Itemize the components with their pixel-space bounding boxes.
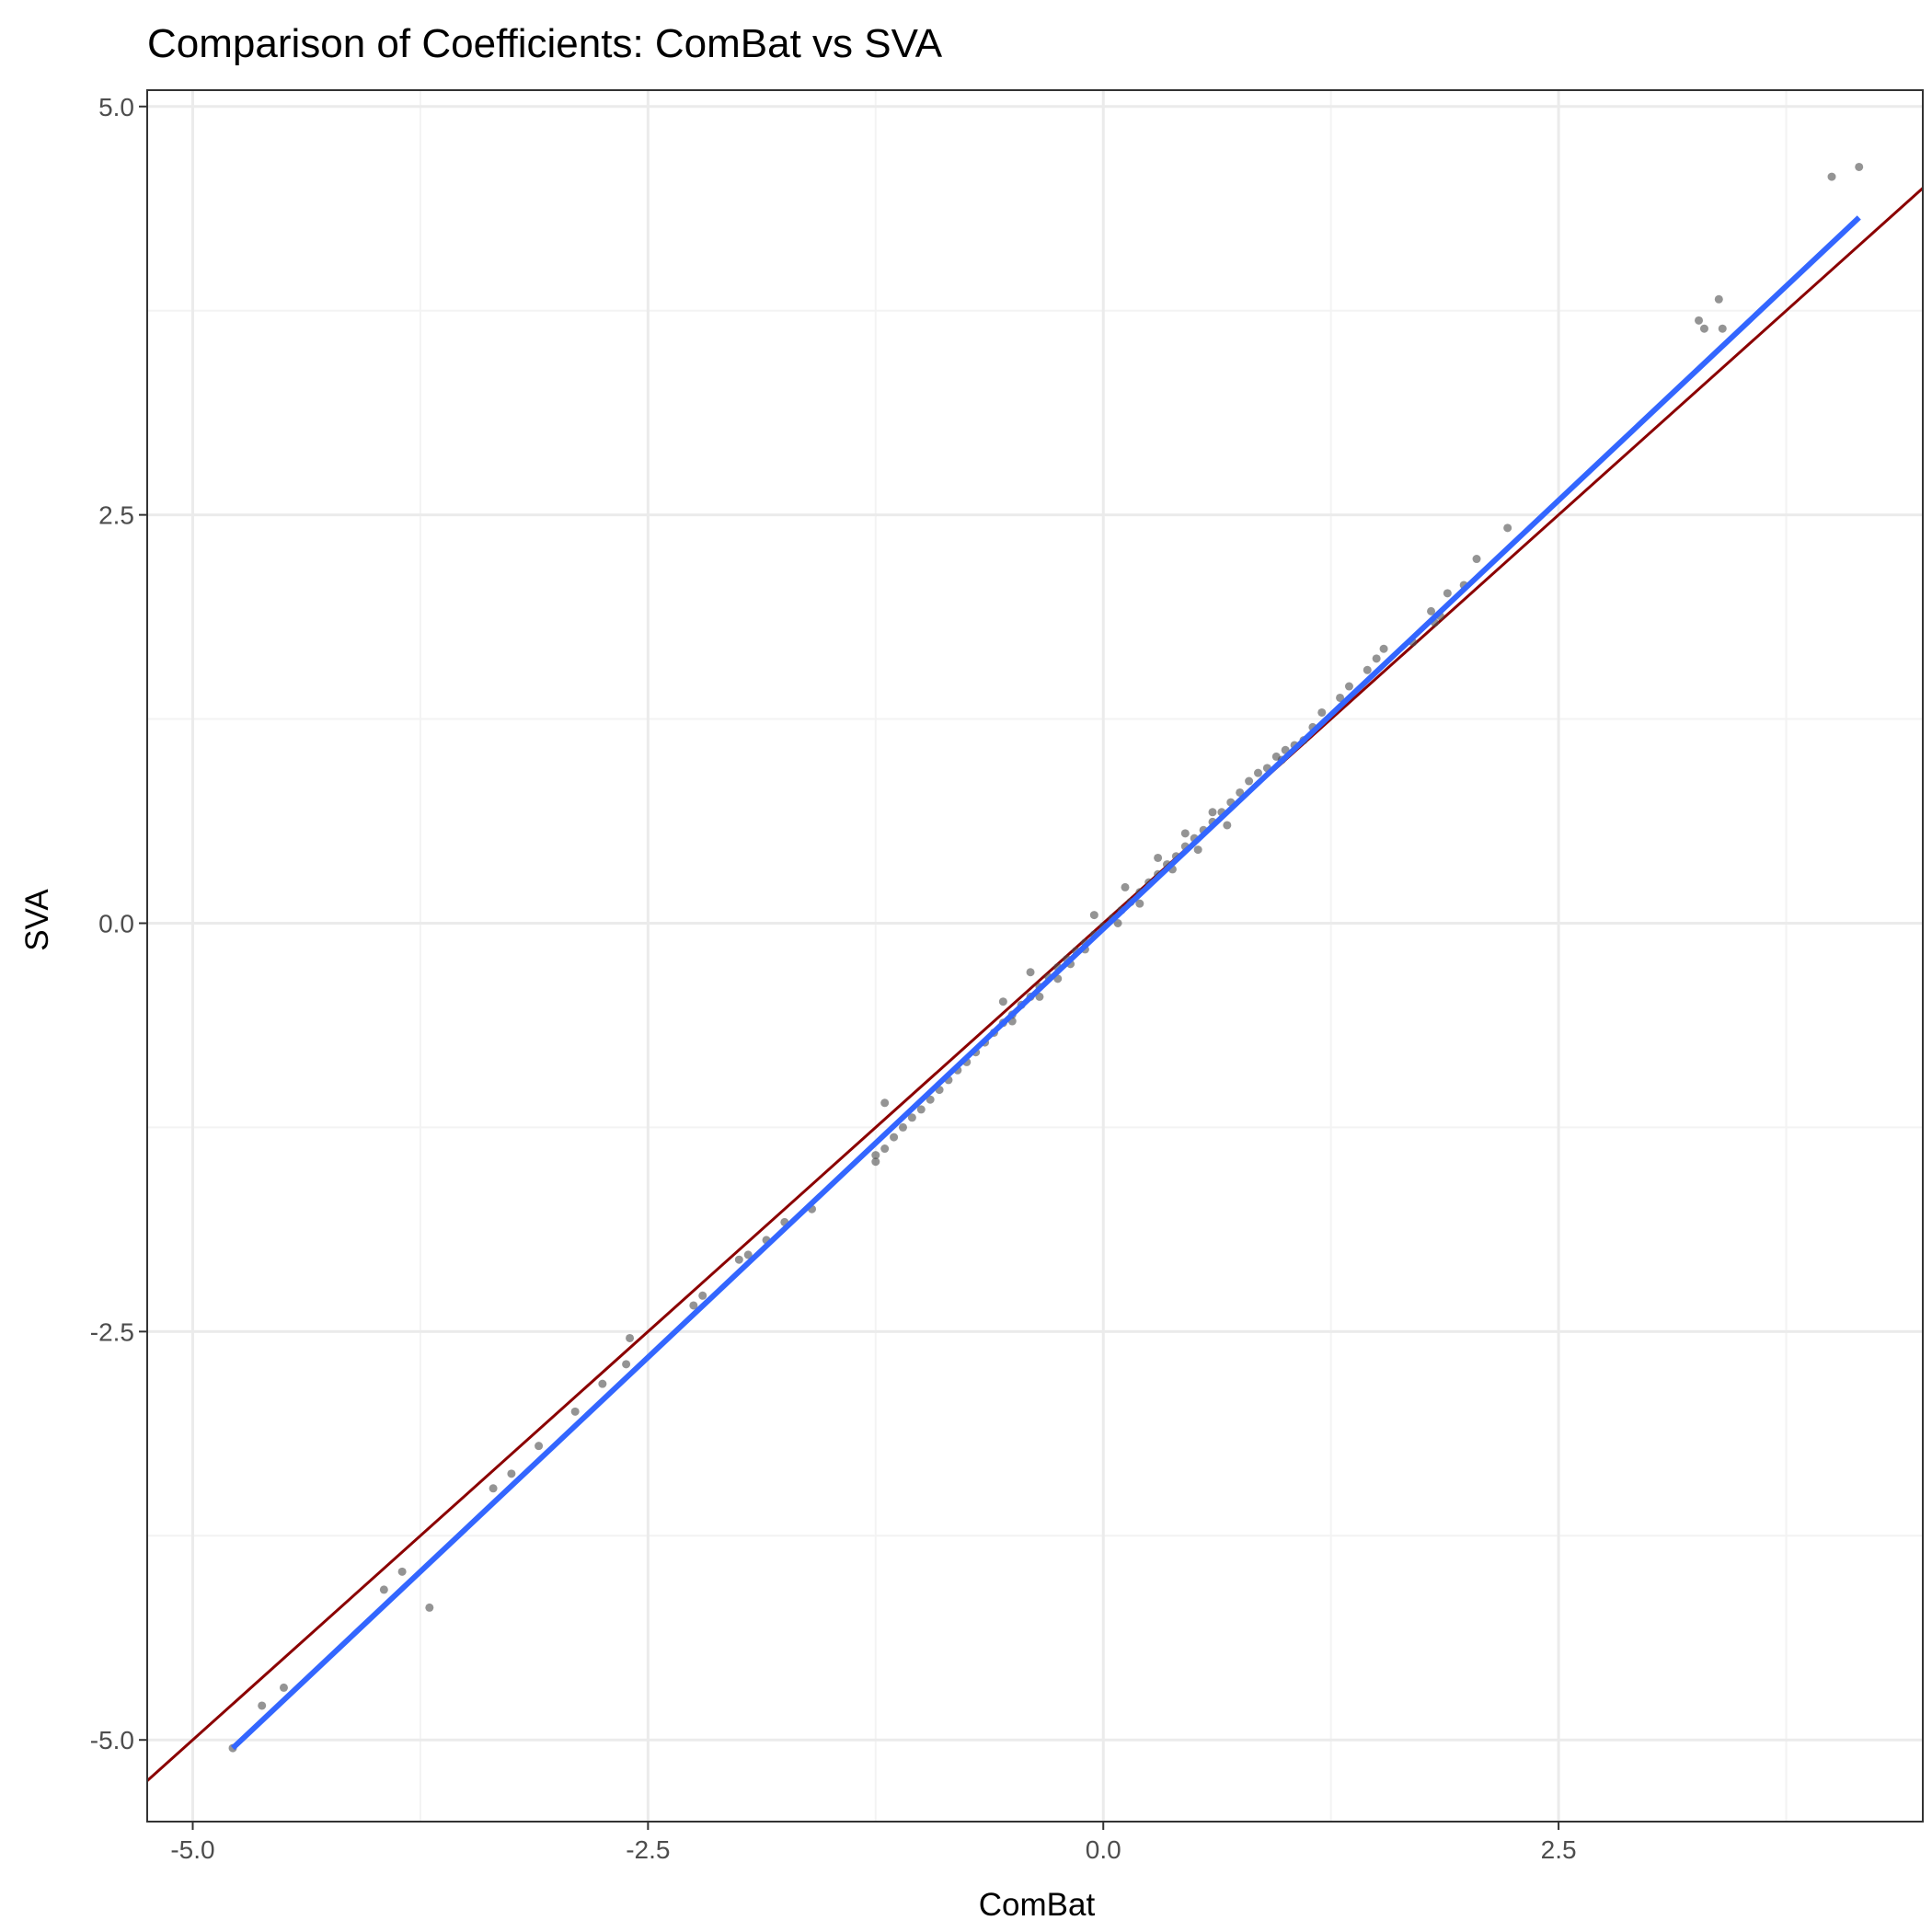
panel-border (146, 89, 1924, 1823)
data-point (1208, 808, 1217, 817)
y-tick-label: -5.0 (90, 1726, 134, 1754)
data-point (1154, 853, 1163, 862)
data-point (1336, 693, 1345, 702)
data-point (998, 997, 1007, 1006)
data-point (598, 1379, 607, 1388)
data-point (535, 1442, 544, 1451)
regression-fit-line (230, 215, 1861, 1751)
data-point (916, 1105, 926, 1114)
data-point (1193, 845, 1202, 855)
data-point (1443, 589, 1452, 598)
data-point (926, 1095, 935, 1104)
data-point (1363, 665, 1372, 674)
axis-ticks: -5.0 -2.5 0.0 2.5 -5.0 -2.5 0.0 2.5 5.0 (90, 93, 1577, 1864)
data-point (425, 1603, 434, 1612)
grid (147, 90, 1923, 1822)
data-point (1317, 707, 1327, 717)
data-point (1472, 555, 1481, 564)
data-point (907, 1113, 916, 1122)
data-point (1344, 682, 1353, 691)
y-tick-label: -2.5 (90, 1317, 134, 1346)
data-point (1026, 968, 1035, 977)
data-point (397, 1567, 407, 1576)
data-point (1223, 821, 1232, 830)
data-point (1089, 911, 1098, 920)
data-point (1135, 899, 1144, 908)
data-point (898, 1122, 907, 1132)
data-point (698, 1291, 707, 1300)
data-point (880, 1098, 890, 1108)
data-point (1372, 654, 1381, 663)
data-point (489, 1484, 498, 1493)
data-point (871, 1157, 880, 1167)
y-tick-label: 2.5 (98, 501, 134, 530)
data-point (1718, 324, 1727, 333)
data-point (622, 1360, 631, 1369)
data-point (507, 1469, 516, 1478)
y-axis-title: SVA (19, 889, 55, 951)
data-point (570, 1407, 580, 1416)
identity-reference-line (147, 187, 1923, 1782)
data-point (1699, 324, 1708, 333)
data-point (279, 1683, 288, 1692)
data-point (1180, 829, 1190, 838)
data-point (1714, 294, 1723, 304)
x-tick-label: -5.0 (170, 1835, 214, 1864)
data-point (1379, 644, 1388, 653)
fit-line-layer (230, 215, 1861, 1751)
data-point (743, 1250, 753, 1259)
chart-title: Comparison of Coefficients: ComBat vs SV… (147, 21, 943, 66)
data-point (890, 1133, 899, 1142)
x-tick-label: 2.5 (1541, 1835, 1577, 1864)
data-point (1427, 606, 1436, 615)
data-point (626, 1333, 635, 1342)
y-tick-label: 5.0 (98, 93, 134, 121)
data-point (689, 1301, 698, 1310)
data-point (258, 1701, 267, 1710)
data-point (871, 1151, 880, 1160)
data-point (1855, 162, 1864, 171)
data-point (734, 1255, 743, 1264)
data-point (1271, 752, 1281, 761)
data-point (1695, 316, 1704, 325)
data-point (1253, 768, 1262, 777)
data-point (1827, 172, 1836, 181)
data-point (1121, 882, 1130, 891)
data-point (1113, 918, 1122, 927)
data-point (1035, 992, 1044, 1001)
x-tick-label: 0.0 (1086, 1835, 1121, 1864)
data-point (379, 1585, 388, 1594)
x-tick-label: -2.5 (626, 1835, 670, 1864)
y-tick-label: 0.0 (98, 909, 134, 937)
reference-lines (147, 187, 1923, 1782)
data-point (1245, 776, 1254, 786)
data-point (880, 1144, 890, 1154)
x-axis-title: ComBat (979, 1887, 1096, 1923)
data-point (1503, 523, 1512, 533)
